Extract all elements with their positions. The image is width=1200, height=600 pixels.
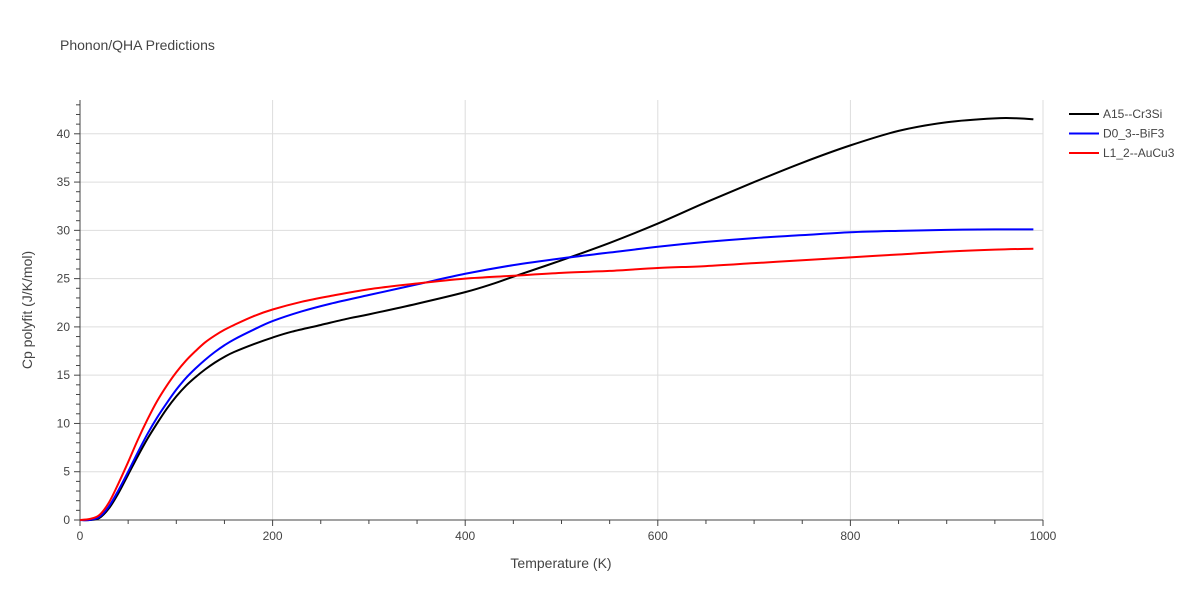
grid xyxy=(80,100,1044,520)
x-tick-label: 200 xyxy=(263,529,283,543)
y-tick-label: 10 xyxy=(57,416,71,430)
chart-title: Phonon/QHA Predictions xyxy=(60,37,215,53)
y-tick-label: 15 xyxy=(57,368,71,382)
x-axis-title: Temperature (K) xyxy=(510,555,611,571)
legend-label-0[interactable]: A15--Cr3Si xyxy=(1103,107,1162,121)
y-tick-label: 30 xyxy=(57,223,71,237)
y-tick-label: 20 xyxy=(57,320,71,334)
y-tick-label: 5 xyxy=(63,465,70,479)
x-tick-label: 600 xyxy=(648,529,668,543)
x-tick-label: 0 xyxy=(77,529,84,543)
y-tick-label: 35 xyxy=(57,175,71,189)
series-line-2 xyxy=(79,247,1034,521)
y-axis-title: Cp polyfit (J/K/mol) xyxy=(19,251,35,369)
x-tick-label: 1000 xyxy=(1030,529,1057,543)
axes: 0 200 400 600 800 1000 0 5 10 15 20 25 30 35 40 xyxy=(57,100,1057,543)
y-tick-label: 25 xyxy=(57,272,71,286)
legend-label-1[interactable]: D0_3--BiF3 xyxy=(1103,127,1165,141)
legend-label-2[interactable]: L1_2--AuCu3 xyxy=(1103,146,1175,160)
y-tick-label: 40 xyxy=(57,127,71,141)
legend: A15--Cr3Si D0_3--BiF3 L1_2--AuCu3 xyxy=(1069,107,1175,160)
y-tick-label: 0 xyxy=(63,513,70,527)
plot-area xyxy=(79,117,1034,522)
x-tick-label: 800 xyxy=(840,529,860,543)
series-line-0 xyxy=(79,117,1034,522)
series-line-1 xyxy=(79,228,1034,522)
x-tick-label: 400 xyxy=(455,529,475,543)
